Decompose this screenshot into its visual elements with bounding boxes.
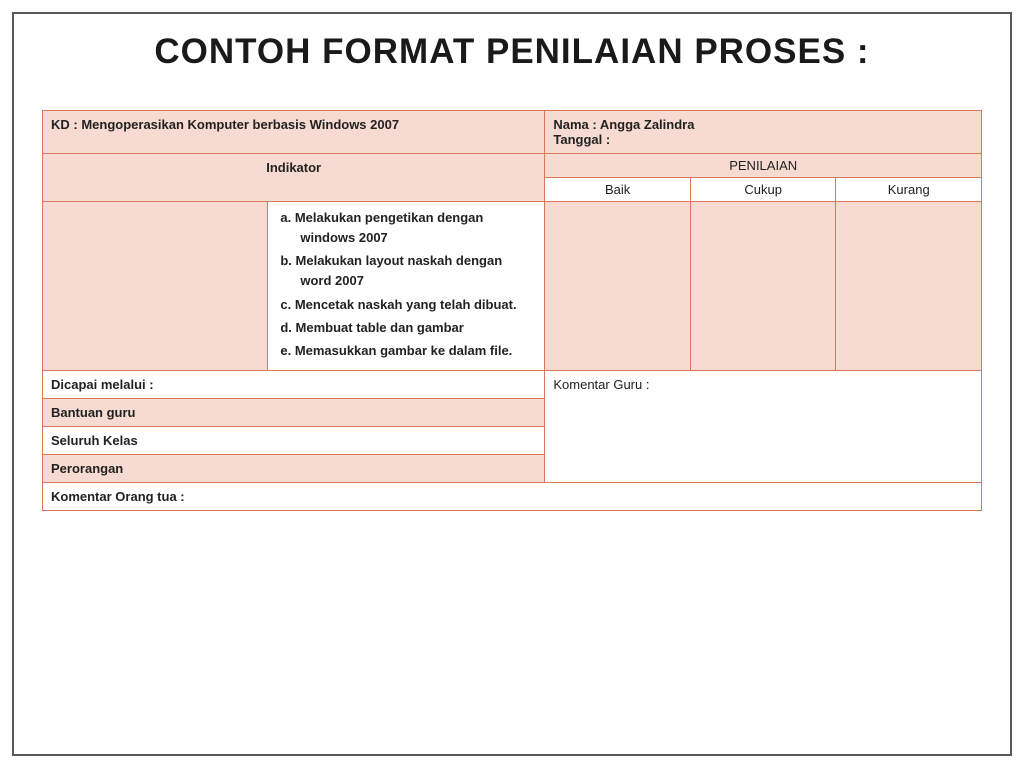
- indikator-list: a. Melakukan pengetikan dengan windows 2…: [276, 208, 536, 361]
- score-baik-cell: [545, 202, 691, 371]
- nama-text: Nama : Angga Zalindra: [553, 117, 973, 132]
- dicapai-cell: Dicapai melalui :: [43, 370, 545, 398]
- slide-frame: CONTOH FORMAT PENILAIAN PROSES : KD : Me…: [12, 12, 1012, 756]
- indikator-item: b. Melakukan layout naskah dengan word 2…: [280, 251, 536, 291]
- score-cukup-cell: [690, 202, 836, 371]
- slide-title: CONTOH FORMAT PENILAIAN PROSES :: [42, 32, 982, 72]
- indikator-item: e. Memasukkan gambar ke dalam file.: [280, 341, 536, 361]
- tanggal-text: Tanggal :: [553, 132, 973, 147]
- penilaian-header: PENILAIAN: [729, 158, 797, 173]
- indikator-header: Indikator: [266, 160, 321, 175]
- kd-cell: KD : Mengoperasikan Komputer berbasis Wi…: [43, 111, 545, 154]
- score-kurang-header: Kurang: [836, 178, 982, 202]
- indikator-item: a. Melakukan pengetikan dengan windows 2…: [280, 208, 536, 248]
- komentar-ortu-cell: Komentar Orang tua :: [43, 482, 982, 510]
- kelas-cell: Seluruh Kelas: [43, 426, 545, 454]
- bantuan-cell: Bantuan guru: [43, 398, 545, 426]
- penilaian-header-cell: PENILAIAN: [545, 154, 982, 178]
- indikator-item: d. Membuat table dan gambar: [280, 318, 536, 338]
- perorangan-cell: Perorangan: [43, 454, 545, 482]
- kd-text: KD : Mengoperasikan Komputer berbasis Wi…: [51, 117, 399, 132]
- nama-cell: Nama : Angga Zalindra Tanggal :: [545, 111, 982, 154]
- komentar-guru-cell: Komentar Guru :: [545, 370, 982, 482]
- score-baik-header: Baik: [545, 178, 691, 202]
- score-cukup-header: Cukup: [690, 178, 836, 202]
- assessment-table: KD : Mengoperasikan Komputer berbasis Wi…: [42, 110, 982, 511]
- indikator-header-cell: Indikator: [43, 154, 545, 202]
- score-kurang-cell: [836, 202, 982, 371]
- indikator-list-cell: a. Melakukan pengetikan dengan windows 2…: [268, 202, 545, 371]
- indikator-item: c. Mencetak naskah yang telah dibuat.: [280, 295, 536, 315]
- indikator-left-blank: [43, 202, 268, 371]
- komentar-guru-label: Komentar Guru :: [553, 377, 649, 392]
